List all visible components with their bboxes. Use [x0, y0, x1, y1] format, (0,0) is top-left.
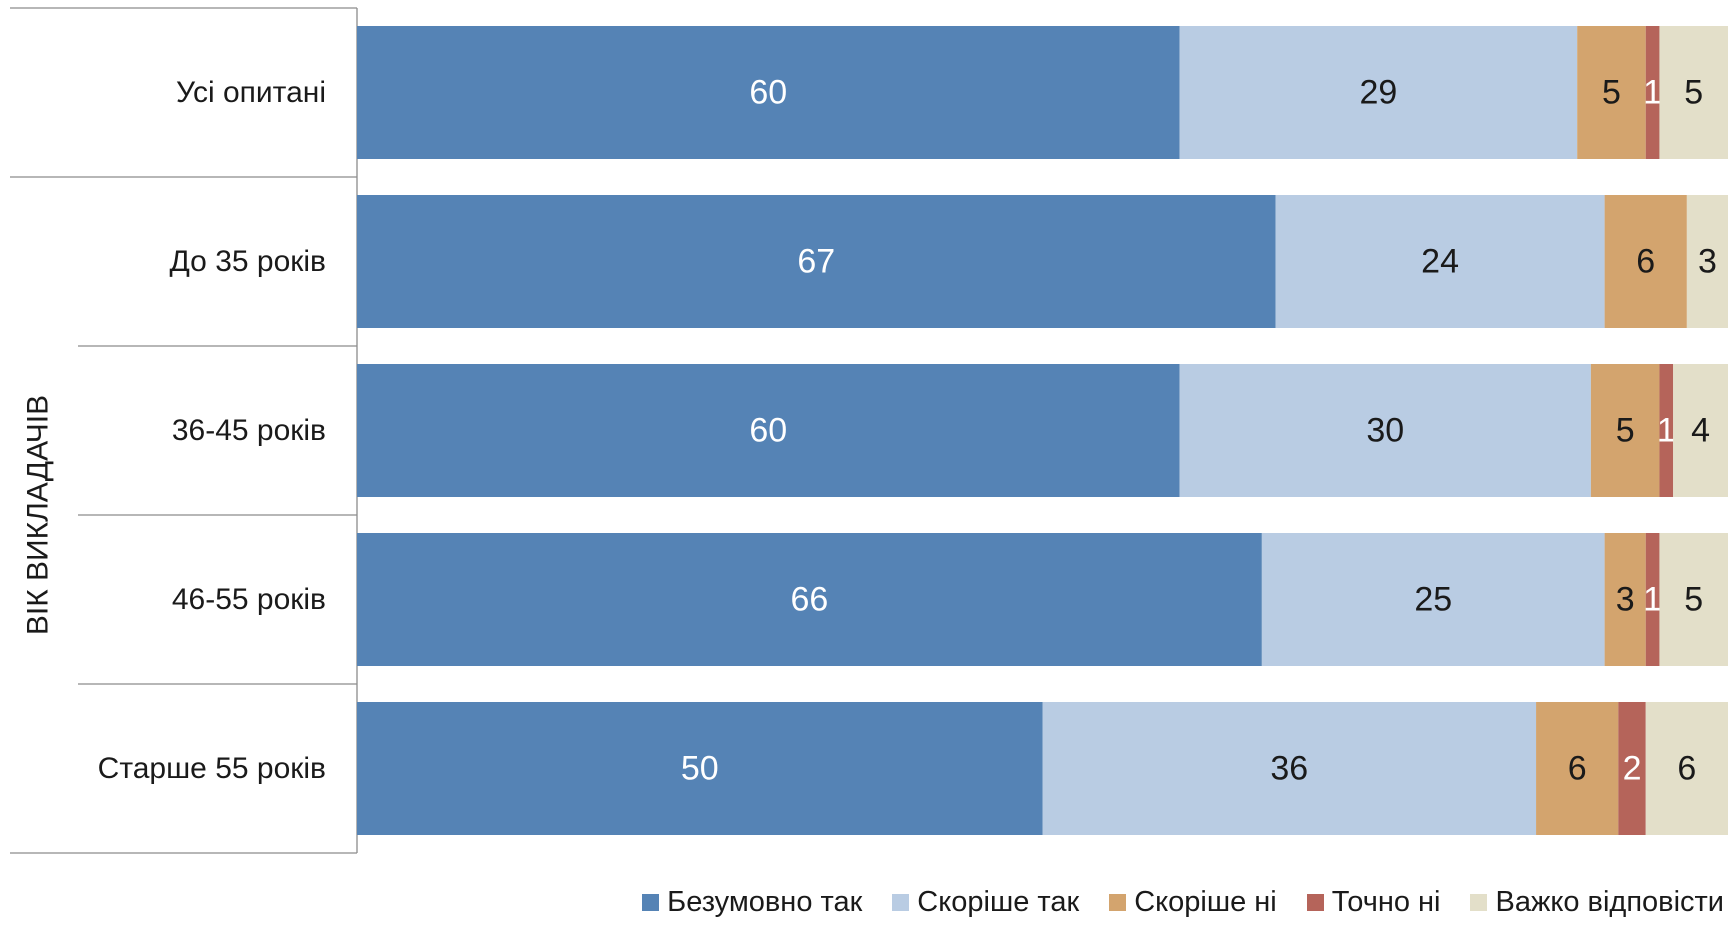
bar-segment	[1179, 364, 1591, 497]
data-label: 3	[1698, 243, 1717, 281]
bar-segment	[1042, 702, 1537, 835]
data-label: 1	[1657, 412, 1676, 450]
bar-segment	[1659, 533, 1728, 666]
bar-segment	[1645, 702, 1728, 835]
legend-swatch	[1109, 893, 1127, 911]
data-label: 30	[1366, 412, 1404, 450]
data-label: 6	[1568, 750, 1587, 788]
category-label: 46-55 років	[172, 583, 326, 616]
bar-segment	[1686, 195, 1728, 328]
legend-swatch	[1306, 893, 1324, 911]
data-label: 6	[1677, 750, 1696, 788]
bar-segment	[1645, 26, 1660, 159]
data-label: 29	[1359, 74, 1397, 112]
data-label: 50	[681, 750, 719, 788]
bar-segment	[1659, 26, 1728, 159]
legend: Безумовно так Скоріше так Скоріше ні Точно …	[642, 877, 1724, 927]
legend-item: Безумовно так	[642, 886, 862, 919]
data-label: 24	[1421, 243, 1459, 281]
legend-swatch	[1470, 893, 1488, 911]
data-label: 36	[1270, 750, 1308, 788]
bar-segment	[1659, 364, 1674, 497]
bar-segment	[1618, 702, 1646, 835]
data-label: 25	[1414, 581, 1452, 619]
legend-label: Безумовно так	[667, 885, 863, 918]
bar-segment	[1645, 533, 1660, 666]
legend-swatch	[892, 893, 910, 911]
legend-swatch	[642, 893, 660, 911]
legend-item: Важко відповісти	[1470, 886, 1724, 919]
bar-segment	[357, 195, 1276, 328]
data-label: 6	[1636, 243, 1655, 281]
bar-segment	[1673, 364, 1728, 497]
data-label: 67	[797, 243, 835, 281]
bar-segment	[1577, 26, 1646, 159]
data-label: 1	[1643, 581, 1662, 619]
bar-segment	[357, 26, 1180, 159]
bar-segment	[1590, 364, 1660, 497]
data-label: 2	[1623, 750, 1642, 788]
bar-segment	[1179, 26, 1578, 159]
data-label: 66	[791, 581, 829, 619]
group-label: ВІК ВИКЛАДАЧІВ	[22, 395, 55, 635]
data-label: 5	[1684, 74, 1703, 112]
bar-segment	[357, 364, 1180, 497]
legend-label: Важко відповісти	[1495, 885, 1724, 918]
legend-label: Точно ні	[1331, 885, 1441, 918]
bar-segment	[1604, 533, 1646, 666]
bar-segment	[1536, 702, 1619, 835]
bar-segment	[1261, 533, 1605, 666]
data-label: 5	[1616, 412, 1635, 450]
data-label: 5	[1684, 581, 1703, 619]
data-label: 3	[1616, 581, 1635, 619]
bar-segment	[357, 533, 1262, 666]
legend-item: Скоріше так	[892, 886, 1079, 919]
data-label: 60	[749, 74, 787, 112]
bar-segment	[357, 702, 1043, 835]
data-label: 1	[1643, 74, 1662, 112]
category-label: Усі опитані	[176, 76, 326, 109]
bar-segment	[1275, 195, 1605, 328]
legend-item: Скоріше ні	[1109, 886, 1277, 919]
bar-segment	[1604, 195, 1687, 328]
category-label: 36-45 років	[172, 414, 326, 447]
data-label: 60	[749, 412, 787, 450]
category-label: Старше 55 років	[98, 752, 326, 785]
data-label: 4	[1691, 412, 1710, 450]
legend-label: Скоріше ні	[1134, 885, 1277, 918]
legend-label: Скоріше так	[917, 885, 1080, 918]
data-label: 5	[1602, 74, 1621, 112]
category-label: До 35 років	[170, 245, 326, 278]
legend-item: Точно ні	[1306, 885, 1441, 919]
